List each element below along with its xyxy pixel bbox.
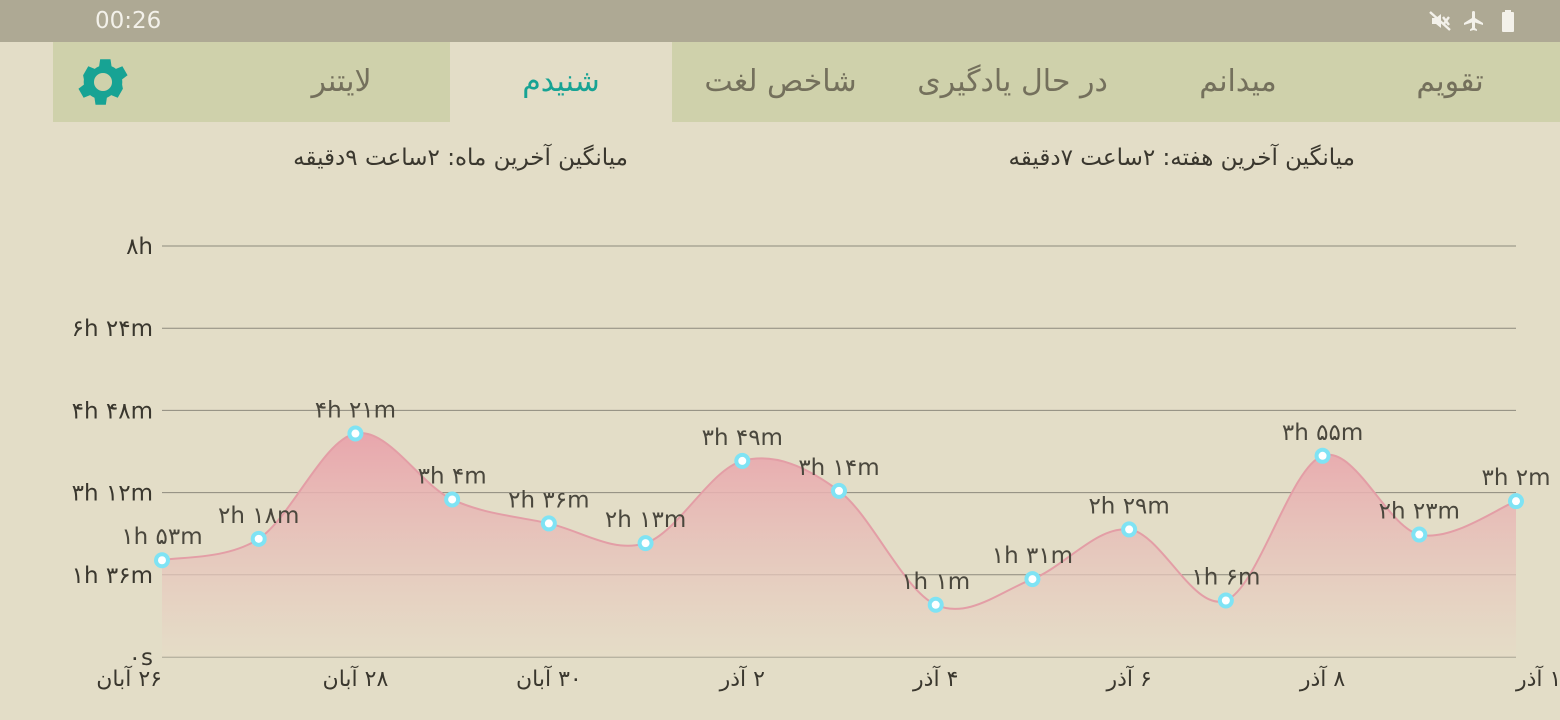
- x-tick-label: ۱۰ آذر: [1515, 665, 1560, 692]
- data-label: ۱h ۵۳m: [121, 524, 202, 550]
- data-label: ۱h ۶m: [1191, 564, 1260, 590]
- status-bar: 00:26: [0, 0, 1560, 42]
- data-label: ۳h ۴۹m: [702, 425, 783, 451]
- tab-learning[interactable]: در حال یادگیری: [917, 64, 1108, 99]
- data-label: ۲h ۱۳m: [605, 507, 686, 533]
- data-label: ۲h ۲۳m: [1379, 499, 1460, 525]
- chart-points: [154, 425, 1524, 613]
- data-label: ۱h ۳۱m: [992, 543, 1073, 569]
- data-point-center: [1221, 596, 1230, 605]
- area-fill: [162, 432, 1516, 657]
- data-point-center: [1028, 575, 1037, 584]
- data-point-center: [448, 495, 457, 504]
- x-tick-label: ۲ آذر: [719, 665, 765, 692]
- y-tick-label: ۶h ۲۴m: [72, 316, 153, 342]
- y-tick-label: ۱h ۳۶m: [72, 563, 153, 589]
- monthly-average: میانگین آخرین ماه: ۲ساعت ۹دقیقه: [293, 145, 628, 171]
- gear-icon: [78, 59, 128, 105]
- data-point-center: [1415, 530, 1424, 539]
- x-tick-label: ۸ آذر: [1299, 665, 1346, 692]
- y-tick-label: ۴h ۴۸m: [72, 398, 153, 424]
- data-point-center: [931, 600, 940, 609]
- mute-icon: [1428, 9, 1452, 33]
- data-point-center: [835, 486, 843, 495]
- battery-icon: [1496, 9, 1520, 33]
- data-label: ۴h ۲۱m: [315, 398, 396, 424]
- y-tick-label: ۰s: [129, 645, 153, 671]
- tab-word-index[interactable]: شاخص لغت: [704, 64, 857, 99]
- tab-bar: تقویم میدانم در حال یادگیری شاخص لغت شنی…: [53, 42, 1560, 122]
- series-line: [161, 432, 1517, 610]
- data-point-center: [1125, 525, 1134, 534]
- x-tick-label: ۲۶ آبان: [96, 665, 162, 692]
- y-tick-label: ۳h ۱۲m: [72, 481, 153, 507]
- y-tick-label: ۸h: [126, 234, 153, 260]
- x-tick-label: ۲۸ آبان: [323, 665, 389, 692]
- data-label: ۲h ۱۸m: [218, 503, 299, 529]
- tab-calendar[interactable]: تقویم: [1416, 64, 1484, 99]
- data-point-center: [1512, 497, 1520, 506]
- tab-leitner[interactable]: لایتنر: [311, 64, 372, 99]
- data-point-center: [351, 429, 360, 438]
- data-label: ۲h ۲۹m: [1088, 493, 1169, 519]
- data-label: ۳h ۵۵m: [1282, 420, 1363, 446]
- weekly-average: میانگین آخرین هفته: ۲ساعت ۷دقیقه: [1008, 145, 1355, 171]
- data-label: ۳h ۴m: [418, 463, 487, 489]
- data-point-center: [254, 534, 263, 543]
- tab-known[interactable]: میدانم: [1199, 64, 1277, 99]
- chart-labels: ۱h ۵۳m ۲h ۱۸m ۴h ۲۱m ۳h ۴m ۲h ۳۶m ۲h ۱۳m ۳h ۴۹…: [121, 398, 1550, 595]
- data-label: ۱h ۱m: [901, 569, 970, 595]
- airplane-mode-icon: [1462, 9, 1486, 33]
- chart-area: [161, 432, 1517, 657]
- data-label: ۳h ۲m: [1482, 465, 1551, 491]
- status-time: 00:26: [95, 8, 162, 34]
- data-label: ۳h ۱۴m: [798, 455, 879, 481]
- status-icons: [1428, 9, 1520, 33]
- data-point-center: [738, 456, 747, 465]
- data-point-center: [158, 556, 166, 565]
- x-tick-label: ۴ آذر: [912, 665, 958, 692]
- chart-axes: ۰s ۱h ۳۶m ۳h ۱۲m ۴h ۴۸m ۶h ۲۴m ۸h ۲۶ آبان ۲۸ آب…: [72, 234, 1560, 692]
- data-point-center: [641, 539, 650, 548]
- tab-heard[interactable]: شنیدم: [450, 42, 672, 122]
- data-point-center: [1318, 451, 1327, 460]
- data-point-center: [544, 519, 553, 528]
- x-tick-label: ۶ آذر: [1105, 665, 1151, 692]
- x-tick-label: ۳۰ آبان: [516, 665, 582, 692]
- settings-button[interactable]: [53, 42, 153, 122]
- data-label: ۲h ۳۶m: [508, 487, 589, 513]
